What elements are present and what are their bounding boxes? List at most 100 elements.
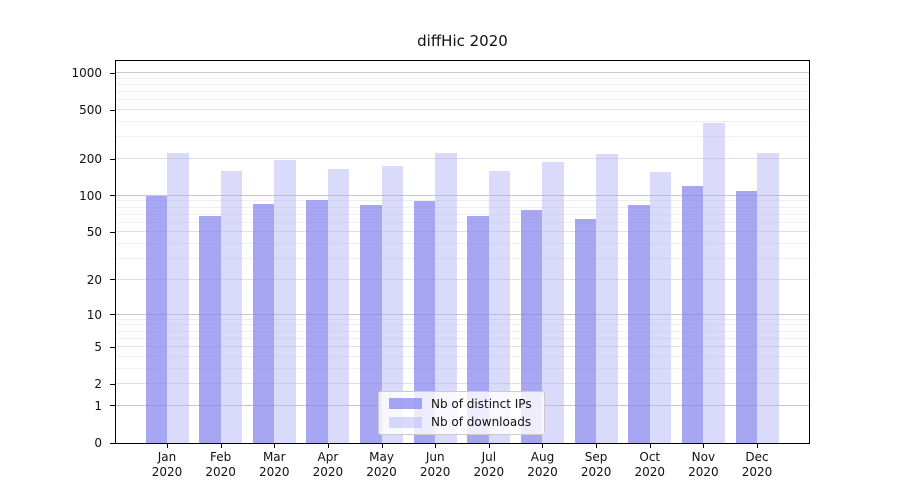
y-tick-label-50: 50 bbox=[86, 225, 102, 240]
gridline-800 bbox=[116, 83, 809, 85]
bar-distinct-ips-oct bbox=[628, 205, 650, 443]
gridline-3 bbox=[116, 367, 809, 369]
gridline-500 bbox=[116, 109, 809, 111]
x-tick-mark-apr bbox=[327, 444, 329, 448]
bar-downloads-dec bbox=[757, 153, 779, 443]
gridline-5 bbox=[116, 346, 809, 348]
gridline-9 bbox=[116, 318, 809, 320]
gridline-40 bbox=[116, 243, 809, 245]
x-tick-month-jan: Jan bbox=[157, 450, 177, 464]
bar-downloads-jan bbox=[167, 152, 189, 443]
x-tick-year-feb: 2020 bbox=[205, 465, 236, 479]
bar-downloads-feb bbox=[220, 170, 243, 443]
gridline-1000 bbox=[116, 72, 809, 73]
bar-distinct-ips-jul bbox=[467, 216, 489, 443]
bar-downloads-nov bbox=[703, 122, 725, 443]
bar-distinct-ips-mar bbox=[252, 203, 275, 443]
x-tick-mark-dec bbox=[757, 444, 759, 448]
gridline-700 bbox=[116, 91, 809, 93]
bar-distinct-ips-may bbox=[360, 205, 382, 443]
legend-item-distinct-ips: Nb of distinct IPs bbox=[389, 397, 544, 411]
x-tick-mark-sep bbox=[596, 444, 598, 448]
y-tick-mark-0 bbox=[110, 442, 115, 444]
bar-downloads-jul bbox=[488, 170, 511, 443]
bar-downloads-apr bbox=[327, 168, 350, 443]
plot-area bbox=[115, 60, 810, 444]
x-tick-year-jan: 2020 bbox=[151, 465, 183, 479]
x-tick-mark-nov bbox=[703, 444, 705, 448]
bar-downloads-mar bbox=[274, 160, 296, 443]
x-tick-year-dec: 2020 bbox=[741, 465, 773, 479]
chart-title: diffHic 2020 bbox=[417, 32, 508, 50]
x-tick-mark-may bbox=[381, 444, 383, 448]
x-tick-label-feb: Feb 2020 bbox=[193, 450, 249, 480]
x-tick-year-aug: 2020 bbox=[527, 465, 558, 479]
gridline-6 bbox=[116, 337, 809, 339]
y-tick-label-1000: 1000 bbox=[71, 66, 102, 80]
bar-distinct-ips-dec bbox=[735, 191, 758, 443]
y-tick-mark-10 bbox=[110, 314, 115, 316]
x-tick-mark-mar bbox=[274, 444, 276, 448]
x-tick-year-nov: 2020 bbox=[688, 465, 719, 479]
x-tick-label-oct: Oct 2020 bbox=[622, 450, 678, 480]
gridline-10 bbox=[116, 313, 809, 315]
bar-downloads-aug bbox=[542, 161, 564, 443]
gridline-70 bbox=[116, 213, 809, 215]
x-tick-year-jul: 2020 bbox=[473, 465, 505, 479]
gridline-200 bbox=[116, 157, 809, 159]
x-tick-month-mar: Mar bbox=[262, 450, 286, 464]
x-tick-month-oct: Oct bbox=[639, 450, 661, 464]
legend-swatch-distinct-ips bbox=[389, 398, 422, 410]
legend-label-distinct-ips: Nb of distinct IPs bbox=[431, 396, 532, 411]
gridline-4 bbox=[116, 355, 809, 357]
x-tick-mark-feb bbox=[220, 444, 222, 448]
y-tick-label-500: 500 bbox=[79, 103, 102, 118]
y-tick-label-200: 200 bbox=[79, 151, 102, 166]
gridline-20 bbox=[116, 278, 809, 280]
gridline-50 bbox=[116, 231, 809, 233]
bar-distinct-ips-nov bbox=[681, 185, 704, 443]
y-tick-mark-500 bbox=[110, 109, 115, 111]
y-tick-mark-100 bbox=[110, 195, 115, 197]
bar-downloads-oct bbox=[649, 171, 672, 443]
x-tick-label-aug: Aug 2020 bbox=[514, 450, 570, 480]
gridline-80 bbox=[116, 206, 809, 208]
x-tick-label-jan: Jan 2020 bbox=[139, 450, 195, 480]
y-tick-label-100: 100 bbox=[79, 188, 102, 203]
legend: Nb of distinct IPs Nb of downloads bbox=[378, 391, 545, 435]
x-tick-label-may: May 2020 bbox=[354, 450, 410, 480]
x-tick-label-jun: Jun 2020 bbox=[407, 450, 463, 480]
y-tick-label-0: 0 bbox=[94, 436, 102, 450]
bar-distinct-ips-sep bbox=[574, 218, 597, 443]
x-tick-year-apr: 2020 bbox=[312, 465, 344, 479]
y-tick-label-10: 10 bbox=[86, 307, 102, 322]
gridline-900 bbox=[116, 77, 809, 79]
y-tick-mark-50 bbox=[110, 231, 115, 233]
bar-distinct-ips-jun bbox=[413, 201, 436, 443]
x-tick-label-nov: Nov 2020 bbox=[675, 450, 731, 480]
bar-distinct-ips-aug bbox=[520, 210, 543, 443]
x-tick-month-jun: Jun bbox=[425, 450, 445, 464]
x-tick-year-oct: 2020 bbox=[634, 465, 666, 479]
bar-distinct-ips-jan bbox=[145, 195, 167, 443]
x-tick-mark-oct bbox=[649, 444, 651, 448]
legend-label-downloads: Nb of downloads bbox=[431, 415, 532, 430]
x-tick-label-sep: Sep 2020 bbox=[568, 450, 624, 480]
x-tick-mark-aug bbox=[542, 444, 544, 448]
y-tick-mark-5 bbox=[110, 346, 115, 348]
x-tick-month-sep: Sep bbox=[584, 450, 608, 464]
x-tick-month-may: May bbox=[369, 450, 394, 464]
bar-downloads-jun bbox=[435, 152, 457, 443]
x-tick-month-jul: Jul bbox=[481, 450, 497, 464]
bar-downloads-may bbox=[381, 166, 404, 443]
y-tick-label-5: 5 bbox=[94, 340, 102, 355]
x-tick-month-nov: Nov bbox=[691, 450, 716, 464]
x-tick-month-feb: Feb bbox=[210, 450, 232, 464]
bar-downloads-sep bbox=[596, 154, 618, 443]
x-tick-mark-jan bbox=[167, 444, 168, 448]
x-tick-month-aug: Aug bbox=[530, 450, 555, 464]
x-tick-label-jul: Jul 2020 bbox=[461, 450, 517, 480]
y-tick-label-1: 1 bbox=[94, 398, 102, 413]
y-tick-mark-2 bbox=[110, 383, 115, 385]
x-tick-year-mar: 2020 bbox=[258, 465, 290, 479]
